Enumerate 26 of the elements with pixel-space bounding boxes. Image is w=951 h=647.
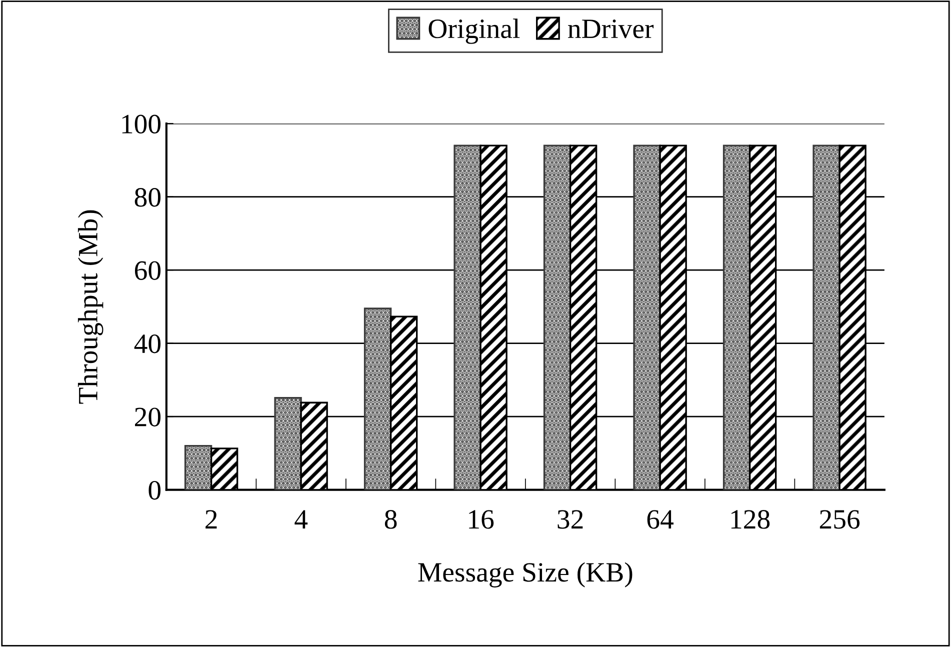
x-tick-label: 8 <box>384 510 397 529</box>
bar <box>633 144 661 490</box>
bar <box>364 308 392 490</box>
x-tick-label: 16 <box>469 510 494 529</box>
bar <box>812 144 840 490</box>
x-tick-label: 128 <box>731 510 770 529</box>
y-tick-label: 80 <box>134 188 161 207</box>
x-tick-label: 256 <box>820 510 860 529</box>
bar <box>543 144 572 490</box>
x-tick-label: 64 <box>647 510 674 529</box>
legend-label: nDriver <box>568 20 654 38</box>
bar <box>454 144 482 490</box>
y-tick-label: 20 <box>135 408 161 426</box>
x-tick-label: 4 <box>294 510 308 528</box>
y-tick-label: 40 <box>134 334 161 354</box>
x-tick-label: 32 <box>558 510 583 529</box>
x-axis-title: Message Size (KB) <box>418 562 632 588</box>
x-tick-label: 2 <box>206 510 217 528</box>
bar <box>184 445 212 490</box>
bar <box>722 144 751 490</box>
y-tick-label: 60 <box>134 261 161 280</box>
y-tick-label: 0 <box>148 480 161 500</box>
bar <box>274 397 302 490</box>
y-axis-title: Throughput (Mb) <box>78 210 104 404</box>
legend-label: Original <box>428 18 520 44</box>
y-tick-label: 100 <box>122 114 161 134</box>
